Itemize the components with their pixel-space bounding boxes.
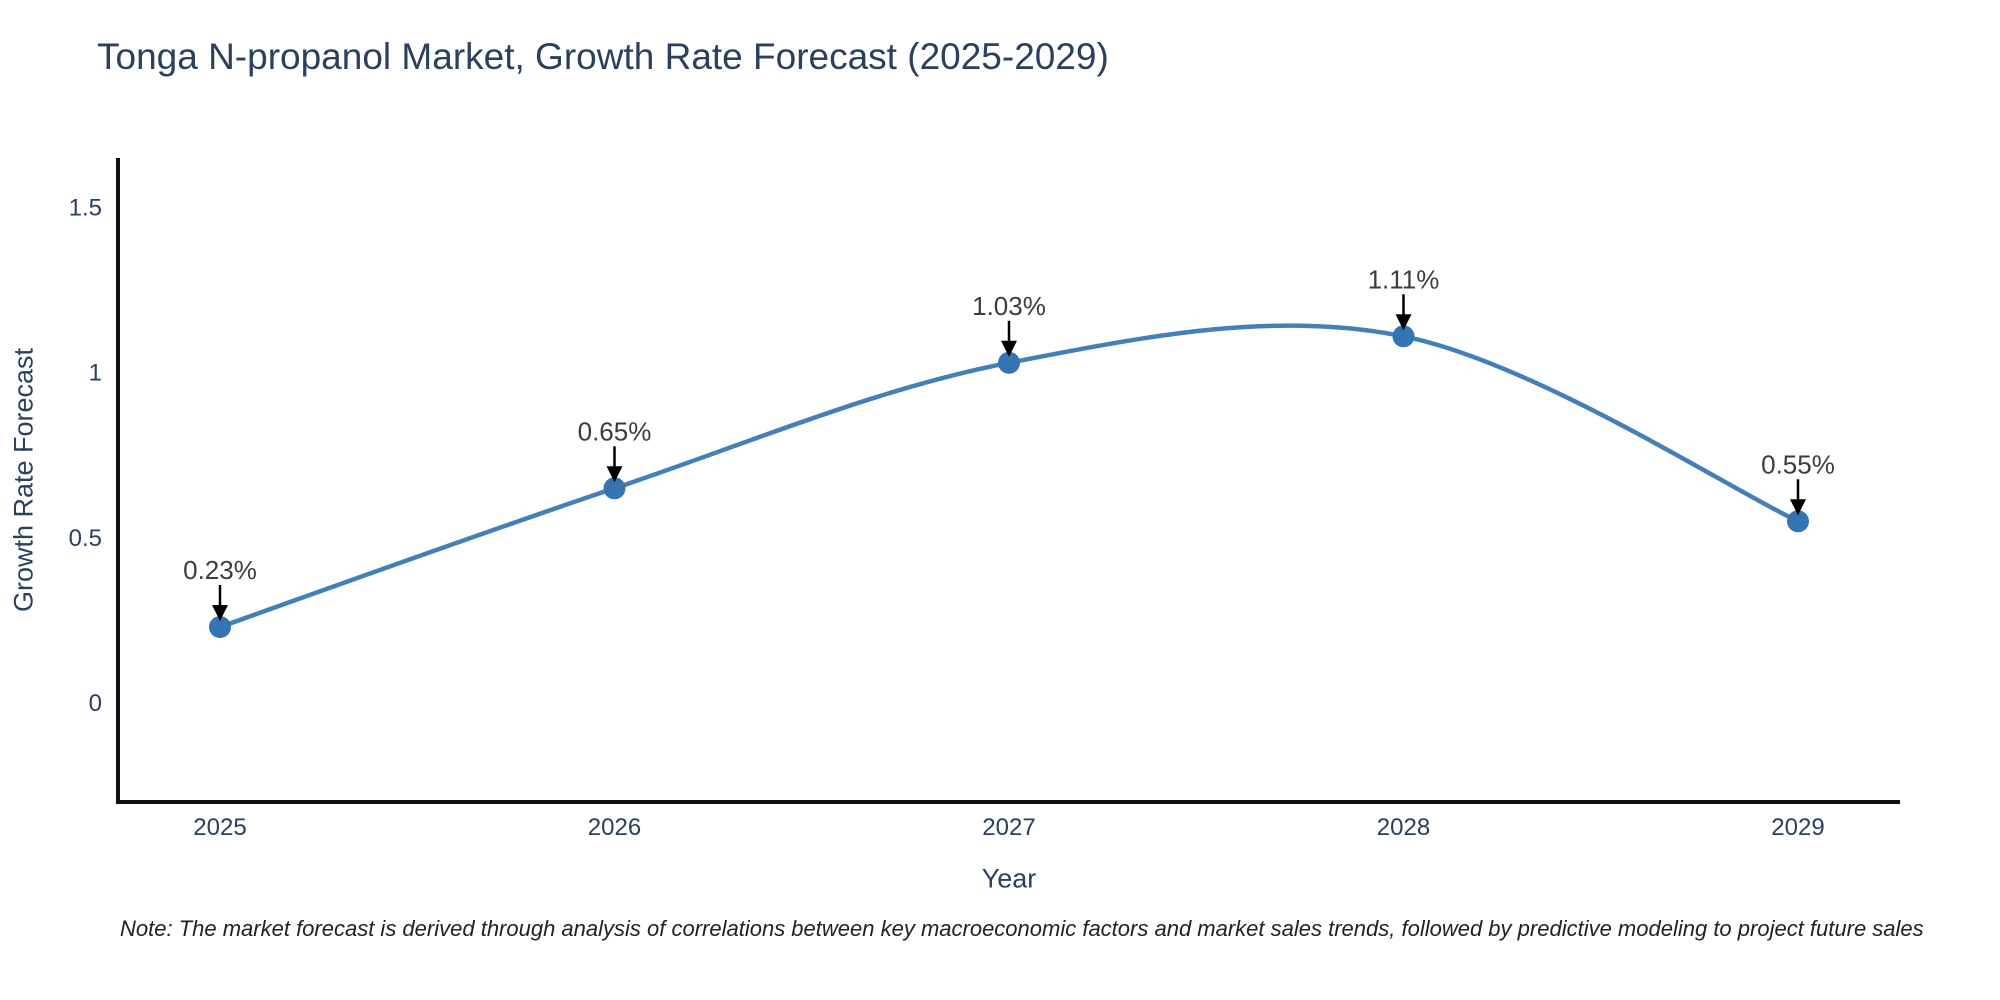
data-point-marker[interactable] [1787,510,1809,533]
y-tick-label: 0 [89,690,102,717]
y-axis-title: Growth Rate Forecast [8,347,39,613]
annotation-arrowhead-icon [1790,499,1806,516]
data-point-label: 1.03% [972,291,1046,321]
chart-title: Tonga N-propanol Market, Growth Rate For… [97,36,1109,77]
x-tick-label: 2026 [588,814,641,841]
y-tick-label: 1.5 [69,195,102,222]
y-tick-label: 0.5 [69,525,102,552]
data-point-label: 0.23% [183,555,257,585]
data-point-label: 0.55% [1761,449,1835,479]
y-tick-label: 1 [89,360,102,387]
x-tick-label: 2029 [1771,814,1824,841]
annotation-arrowhead-icon [212,605,228,621]
data-point-label: 1.11% [1368,264,1440,294]
x-axis-title: Year [981,863,1037,894]
data-point-marker[interactable] [1392,325,1415,348]
data-point-label: 0.65% [578,416,652,446]
x-tick-label: 2028 [1377,814,1430,841]
x-tick-label: 2027 [982,814,1035,841]
data-point-marker[interactable] [209,616,231,638]
axis-lines [116,158,1900,804]
footnote: Note: The market forecast is derived thr… [120,916,1924,941]
annotation-arrowhead-icon [1001,340,1017,357]
data-point-marker[interactable] [603,477,626,500]
annotation-arrowhead-icon [1395,314,1412,331]
annotation-arrowhead-icon [606,466,623,483]
data-point-marker[interactable] [998,351,1020,374]
x-tick-label: 2025 [193,814,246,841]
